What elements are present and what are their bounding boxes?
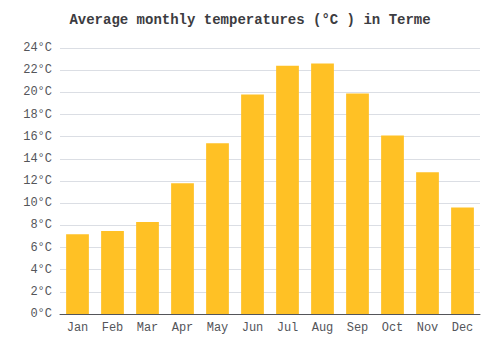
svg-text:14°C: 14°C bbox=[23, 152, 52, 166]
svg-text:Aug: Aug bbox=[312, 321, 334, 335]
svg-text:20°C: 20°C bbox=[23, 85, 52, 99]
svg-text:Jun: Jun bbox=[242, 321, 264, 335]
svg-text:Nov: Nov bbox=[417, 321, 439, 335]
svg-text:10°C: 10°C bbox=[23, 196, 52, 210]
svg-text:0°C: 0°C bbox=[30, 307, 52, 321]
svg-text:Mar: Mar bbox=[137, 321, 159, 335]
svg-text:Feb: Feb bbox=[102, 321, 124, 335]
svg-text:4°C: 4°C bbox=[30, 263, 52, 277]
svg-text:6°C: 6°C bbox=[30, 241, 52, 255]
svg-text:Sep: Sep bbox=[347, 321, 369, 335]
svg-text:18°C: 18°C bbox=[23, 108, 52, 122]
svg-text:Oct: Oct bbox=[382, 321, 404, 335]
svg-text:May: May bbox=[207, 321, 229, 335]
svg-text:24°C: 24°C bbox=[23, 41, 52, 55]
svg-text:Apr: Apr bbox=[172, 321, 194, 335]
svg-text:Jan: Jan bbox=[67, 321, 89, 335]
svg-text:22°C: 22°C bbox=[23, 63, 52, 77]
svg-text:8°C: 8°C bbox=[30, 218, 52, 232]
svg-text:Average monthly temperatures (: Average monthly temperatures (°C ) in Te… bbox=[69, 12, 430, 28]
svg-text:12°C: 12°C bbox=[23, 174, 52, 188]
svg-text:2°C: 2°C bbox=[30, 285, 52, 299]
svg-text:Dec: Dec bbox=[452, 321, 474, 335]
svg-text:16°C: 16°C bbox=[23, 130, 52, 144]
svg-text:Jul: Jul bbox=[277, 321, 299, 335]
